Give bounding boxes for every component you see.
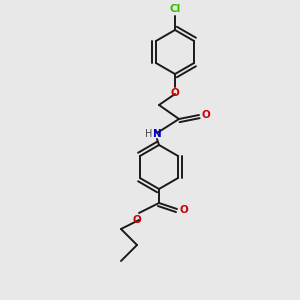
- Text: Cl: Cl: [169, 4, 181, 14]
- Text: O: O: [202, 110, 211, 120]
- Text: O: O: [133, 215, 141, 225]
- Text: O: O: [171, 88, 179, 98]
- Text: N: N: [153, 129, 161, 139]
- Text: H: H: [145, 129, 153, 139]
- Text: O: O: [180, 205, 189, 215]
